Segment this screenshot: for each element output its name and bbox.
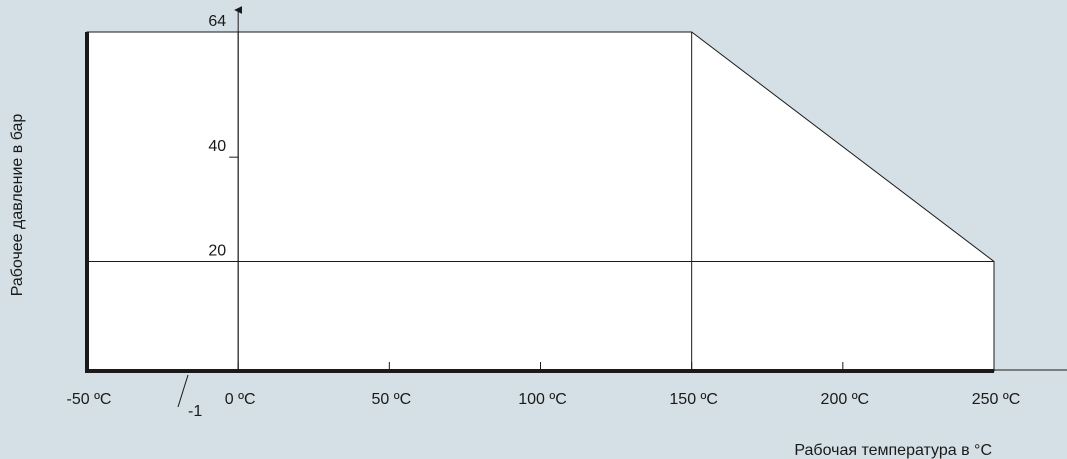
operating-envelope-area <box>86 31 995 372</box>
x-tick-label-2: 50 ºC <box>372 391 412 408</box>
x-tick-label-5: 200 ºC <box>821 391 870 408</box>
y-tick-label-2: 20 <box>208 242 226 259</box>
x-tick-label-3: 100 ºC <box>518 391 567 408</box>
x-axis-title: Рабочая температура в °C <box>794 442 992 459</box>
x-tick-label-0: -50 ºC <box>67 391 112 408</box>
minus-one-annotation: -1 <box>188 403 202 420</box>
x-tick-label-1: 0 ºC <box>225 391 256 408</box>
x-axis-ticks: -50 ºC 0 ºC 50 ºC 100 ºC 150 ºC 200 ºC 250 ºC <box>67 362 1021 408</box>
x-tick-label-4: 150 ºC <box>669 391 718 408</box>
y-tick-label-1: 40 <box>208 138 226 155</box>
y-tick-label-0: 64 <box>208 13 226 30</box>
x-tick-label-6: 250 ºC <box>972 391 1021 408</box>
y-axis-title: Рабочее давление в бар <box>9 114 26 297</box>
y-axis-ticks: 64 40 20 <box>208 13 239 262</box>
minus-one-leader-line <box>177 374 189 408</box>
